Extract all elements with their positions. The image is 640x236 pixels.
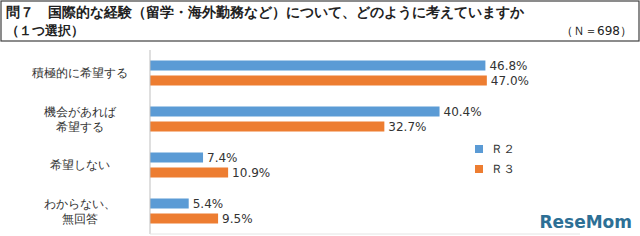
watermark: ReseMom	[539, 212, 632, 232]
legend-label: Ｒ３	[491, 162, 515, 176]
bar	[150, 214, 218, 224]
y-axis-line	[150, 50, 151, 234]
category-label: 希望しない	[50, 158, 110, 172]
chart: 問７ 国際的な経験（留学・海外勤務など）について、どのように考えていますか （１つ…	[0, 0, 640, 236]
data-label: 40.4%	[444, 105, 482, 119]
data-label: 5.4%	[193, 197, 224, 211]
title: 問７ 国際的な経験（留学・海外勤務など）について、どのように考えていますか	[6, 4, 525, 21]
data-label: 10.9%	[232, 166, 270, 180]
bar	[150, 153, 203, 163]
legend-swatch	[475, 165, 483, 173]
bar	[150, 122, 384, 132]
data-label: 47.0%	[491, 74, 529, 88]
category-label: 積極的に希望する	[32, 66, 128, 80]
bar	[150, 168, 228, 178]
data-label: 7.4%	[207, 151, 238, 165]
legend-swatch	[475, 145, 483, 153]
data-label: 32.7%	[388, 120, 426, 134]
category-label: 機会があれば希望する	[44, 105, 117, 134]
bar	[150, 199, 189, 209]
x-axis-line	[150, 234, 580, 235]
legend-label: Ｒ２	[491, 142, 515, 156]
bar	[150, 61, 485, 71]
subtitle: （１つ選択）	[6, 23, 84, 38]
sample-size: （Ｎ＝698）	[561, 24, 632, 38]
data-label: 46.8%	[489, 59, 527, 73]
category-label: わからない、無回答	[44, 197, 116, 226]
bars	[150, 61, 487, 224]
bar	[150, 76, 487, 86]
data-label: 9.5%	[222, 212, 253, 226]
bar	[150, 107, 440, 117]
title-box	[1, 1, 639, 41]
